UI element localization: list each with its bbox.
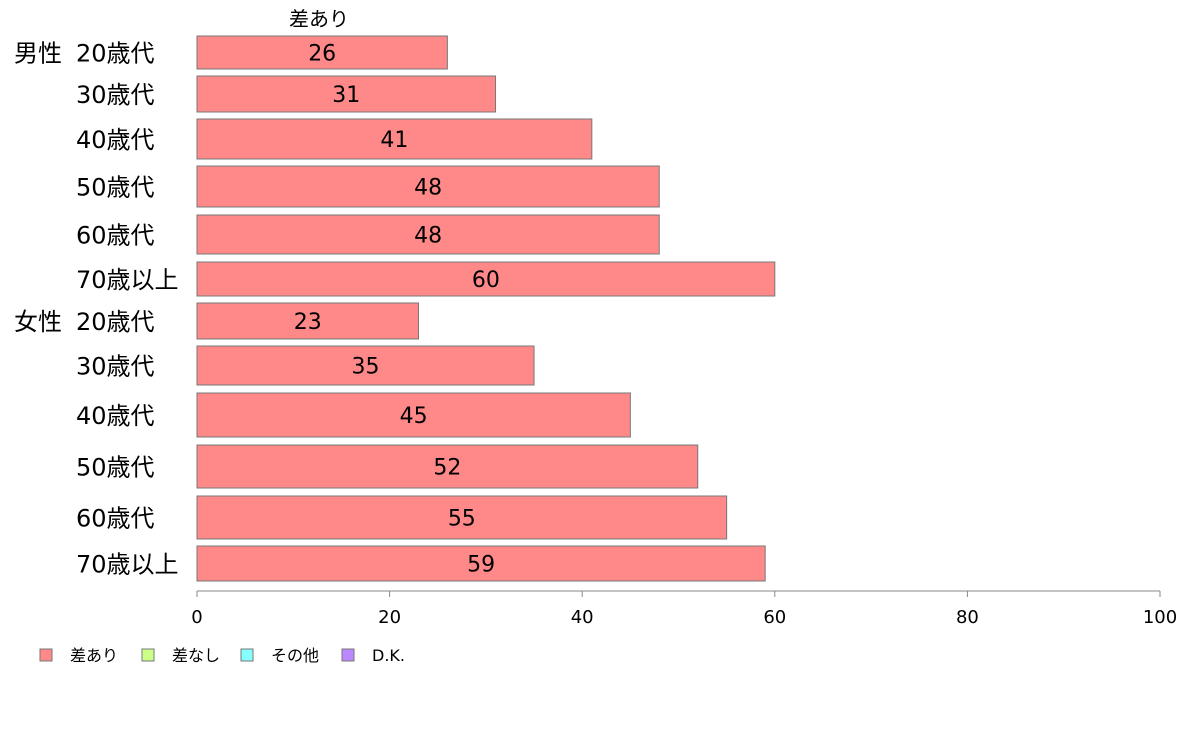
bar: [196, 75, 497, 113]
category-label: 70歳以上: [76, 266, 179, 294]
bar-value-label: 52: [433, 456, 461, 481]
bar: [196, 302, 419, 340]
axis-tick-label: 20: [378, 607, 401, 628]
category-label: 20歳代: [76, 308, 155, 336]
legend-label: 差あり: [70, 646, 118, 665]
axis-tick-label: 0: [191, 607, 202, 628]
bar: [196, 35, 448, 70]
bar: [196, 345, 535, 386]
bar-value-label: 26: [308, 42, 336, 67]
category-label: 60歳代: [76, 505, 155, 533]
category-label: 40歳代: [76, 126, 155, 154]
category-label: 30歳代: [76, 353, 155, 381]
bar-value-label: 35: [352, 355, 380, 380]
axis-tick-label: 40: [571, 607, 594, 628]
bar: [196, 392, 631, 438]
bar: [196, 261, 776, 297]
legend-swatch: [141, 648, 155, 662]
category-label: 40歳代: [76, 402, 155, 430]
category-label: 50歳代: [76, 454, 155, 482]
legend-label: D.K.: [372, 646, 405, 665]
bar-value-label: 55: [448, 507, 476, 532]
series-top-label: 差あり: [289, 7, 349, 31]
legend-label: その他: [271, 646, 319, 665]
value-axis: 0 20 40 60 80 100: [191, 590, 1177, 628]
group-label: 女性: [14, 308, 62, 336]
legend-swatch: [39, 648, 53, 662]
axis-tick-label: 80: [956, 607, 979, 628]
axis-tick-label: 60: [763, 607, 786, 628]
bar-value-label: 48: [414, 224, 442, 249]
axis-tick-label: 100: [1143, 607, 1177, 628]
legend-swatch: [341, 648, 355, 662]
bar-value-label: 31: [332, 83, 360, 108]
category-labels: 20歳代男性30歳代40歳代50歳代60歳代70歳以上20歳代女性30歳代40歳…: [14, 40, 179, 579]
category-label: 20歳代: [76, 40, 155, 68]
category-label: 60歳代: [76, 222, 155, 250]
legend-swatch: [240, 648, 254, 662]
bar-value-label: 59: [467, 553, 495, 578]
legend: 差あり 差なし その他 D.K.: [39, 646, 405, 665]
group-label: 男性: [14, 40, 62, 68]
bar: [196, 545, 766, 582]
bar-value-label: 60: [472, 268, 500, 293]
bar-value-label: 41: [380, 128, 408, 153]
bar: [196, 118, 593, 160]
bar-value-label: 48: [414, 176, 442, 201]
bar: [196, 214, 660, 255]
bar: [196, 495, 728, 540]
bar-value-label: 23: [294, 310, 322, 335]
category-label: 30歳代: [76, 81, 155, 109]
legend-label: 差なし: [172, 646, 220, 665]
category-label: 70歳以上: [76, 551, 179, 579]
bar-value-label: 45: [400, 404, 428, 429]
bar: [196, 165, 660, 208]
category-label: 50歳代: [76, 174, 155, 202]
bar: [196, 444, 699, 489]
